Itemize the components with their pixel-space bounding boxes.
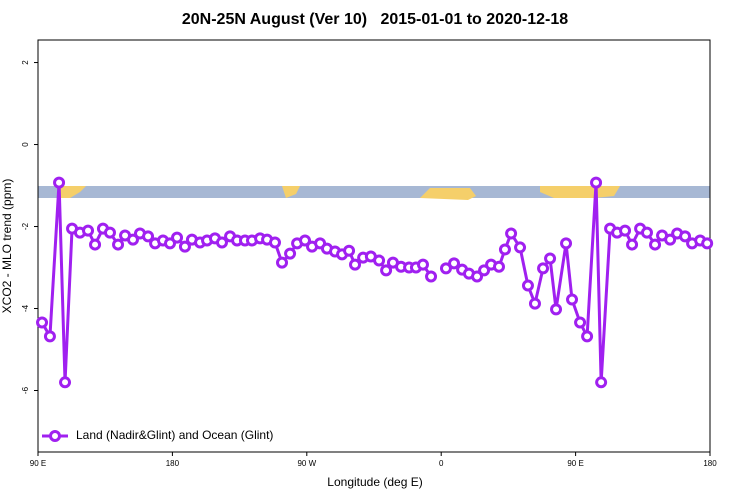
point xyxy=(595,376,608,389)
point xyxy=(103,226,116,239)
point xyxy=(53,176,66,189)
point xyxy=(590,176,603,189)
point xyxy=(89,238,102,251)
point xyxy=(560,237,573,250)
point xyxy=(178,240,191,253)
point xyxy=(373,254,386,267)
map-strip xyxy=(38,186,710,200)
x-tick-label: 180 xyxy=(703,459,717,468)
point xyxy=(425,270,438,283)
point xyxy=(36,316,49,329)
point xyxy=(439,262,452,275)
point xyxy=(215,236,228,249)
x-tick-label: 90 W xyxy=(297,459,316,468)
x-tick-label: 180 xyxy=(166,459,180,468)
point xyxy=(142,230,155,243)
x-tick-label: 90 E xyxy=(567,459,583,468)
point xyxy=(498,243,511,256)
point xyxy=(43,330,56,343)
y-tick-label: 2 xyxy=(21,60,30,65)
point xyxy=(82,224,95,237)
point xyxy=(544,252,557,265)
point xyxy=(380,264,393,277)
point xyxy=(471,270,484,283)
point xyxy=(505,227,518,240)
point xyxy=(59,376,72,389)
y-axis-label: XCO2 - MLO trend (ppm) xyxy=(0,179,14,314)
point xyxy=(416,258,429,271)
y-tick-label: -6 xyxy=(21,386,30,394)
y-tick-label: 0 xyxy=(21,142,30,147)
point xyxy=(514,241,527,254)
point xyxy=(126,233,139,246)
x-tick-label: 90 E xyxy=(30,459,46,468)
y-tick-label: -2 xyxy=(21,222,30,230)
point xyxy=(640,226,653,239)
legend-marker xyxy=(49,430,61,442)
x-axis-label: Longitude (deg E) xyxy=(327,475,422,489)
point xyxy=(299,234,312,247)
point xyxy=(679,230,692,243)
point xyxy=(619,224,632,237)
point xyxy=(448,257,461,270)
point xyxy=(521,279,534,292)
point xyxy=(284,247,297,260)
point xyxy=(581,330,594,343)
point xyxy=(649,238,662,251)
point xyxy=(664,233,677,246)
point xyxy=(171,231,184,244)
point xyxy=(566,293,579,306)
point xyxy=(112,238,125,251)
point xyxy=(276,256,289,269)
point xyxy=(268,236,281,249)
series-line xyxy=(40,181,708,384)
point xyxy=(349,258,362,271)
point xyxy=(574,316,587,329)
y-tick-label: -4 xyxy=(21,304,30,312)
legend-label: Land (Nadir&Glint) and Ocean (Glint) xyxy=(76,428,273,442)
point xyxy=(537,262,550,275)
point xyxy=(626,238,639,251)
point xyxy=(492,260,505,273)
point xyxy=(528,297,541,310)
point xyxy=(343,244,356,257)
chart-title: 20N-25N August (Ver 10) 2015-01-01 to 20… xyxy=(182,11,568,28)
point xyxy=(550,303,563,316)
point xyxy=(701,237,714,250)
x-tick-label: 0 xyxy=(439,459,444,468)
